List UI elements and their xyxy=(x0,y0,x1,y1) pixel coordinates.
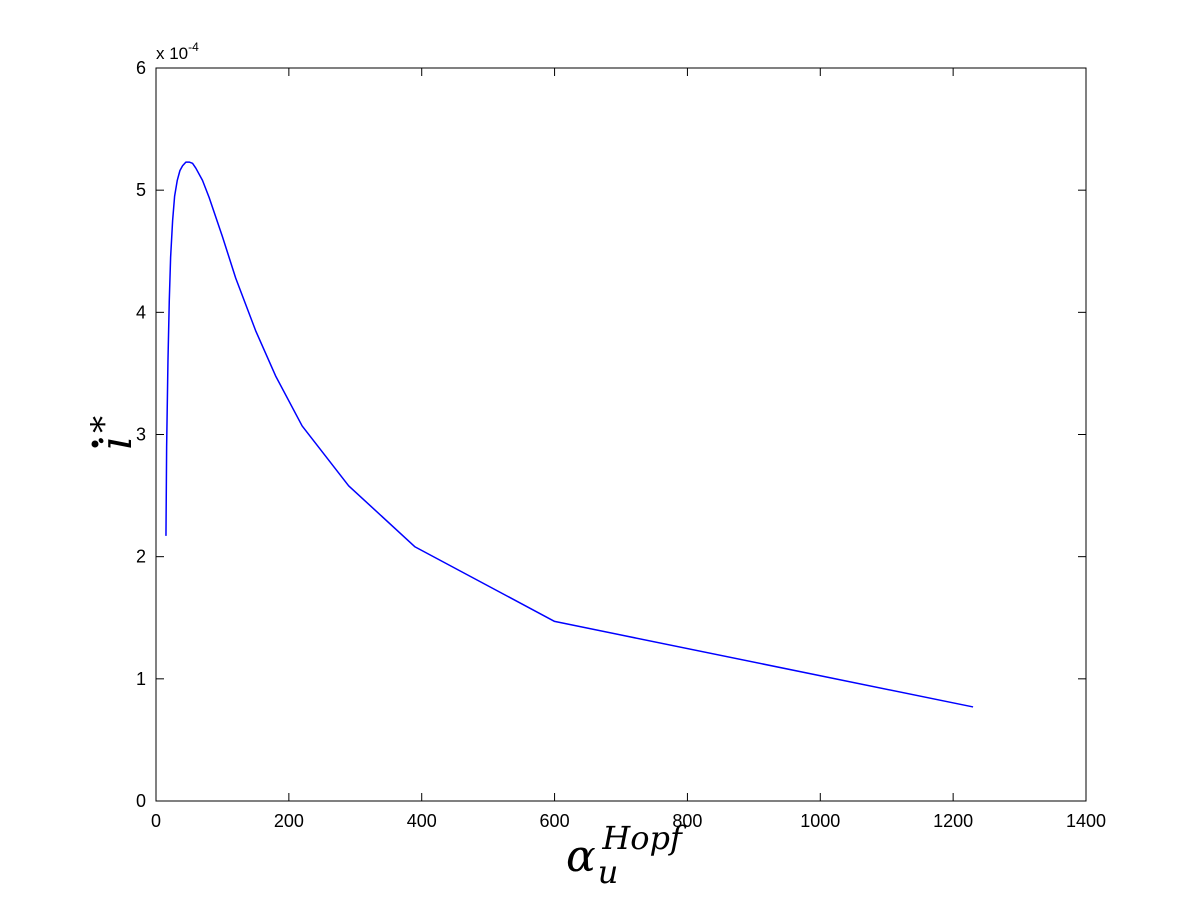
plot-area xyxy=(155,67,1087,802)
x-tick-label: 1000 xyxy=(800,811,840,831)
axis-tick-labels: 0 200 400 600 800 1000 1200 1400 0 1 2 3 4 5 6 xyxy=(136,58,1106,831)
y-tick-label: 6 xyxy=(136,58,146,78)
y-tick-label: 0 xyxy=(136,791,146,811)
x-axis-label-sup: Hopf xyxy=(601,819,687,857)
x-axis-label-sub: u xyxy=(598,853,619,891)
x-tick-label: 1400 xyxy=(1066,811,1106,831)
y-tick-label: 1 xyxy=(136,669,146,689)
y-tick-label: 4 xyxy=(136,302,146,322)
x-tick-label: 1200 xyxy=(933,811,973,831)
x-tick-label: 200 xyxy=(274,811,304,831)
svg-text:αuHopf: αuHopf xyxy=(566,819,687,891)
x-axis-label-base: α xyxy=(566,831,596,882)
y-multiplier-label: x 10-4 xyxy=(156,40,199,63)
y-multiplier-text: x 10 xyxy=(156,44,188,63)
y-axis-label-sup: * xyxy=(84,416,124,433)
y-tick-label: 3 xyxy=(136,425,146,445)
y-axis-label: i* xyxy=(84,416,142,450)
y-tick-label: 5 xyxy=(136,180,146,200)
x-axis-label: αuHopf xyxy=(566,819,687,891)
x-tick-label: 600 xyxy=(540,811,570,831)
svg-text:i*: i* xyxy=(84,416,142,450)
x-tick-label: 0 xyxy=(151,811,161,831)
x-tick-label: 400 xyxy=(407,811,437,831)
series-line xyxy=(165,161,974,708)
y-axis-label-base: i xyxy=(91,436,142,450)
y-multiplier-exponent: -4 xyxy=(188,40,199,54)
x-tick-label: 800 xyxy=(672,811,702,831)
y-tick-label: 2 xyxy=(136,547,146,567)
y-axis-label-dot xyxy=(91,440,99,448)
axis-ticks xyxy=(156,68,1086,801)
